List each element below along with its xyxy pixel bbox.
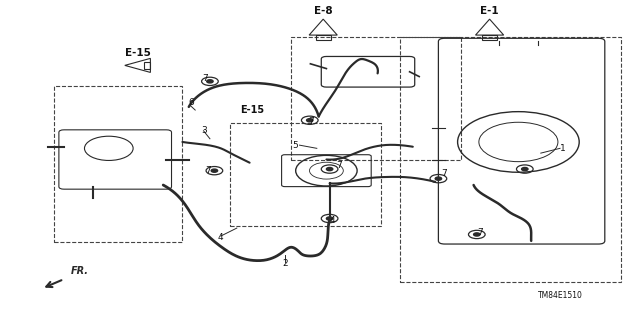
Text: 4: 4 <box>330 216 335 225</box>
Text: FR.: FR. <box>70 266 88 276</box>
Bar <box>54 86 182 242</box>
Bar <box>400 37 621 282</box>
Text: 7: 7 <box>442 169 447 178</box>
Bar <box>482 35 497 40</box>
Text: 2: 2 <box>282 259 287 268</box>
Text: 7: 7 <box>202 74 208 83</box>
Text: TM84E1510: TM84E1510 <box>538 291 582 300</box>
Text: 4: 4 <box>218 233 223 242</box>
Text: 7: 7 <box>336 161 342 170</box>
Text: 7: 7 <box>308 117 314 126</box>
Bar <box>144 62 150 69</box>
Text: 1: 1 <box>560 144 566 153</box>
Circle shape <box>326 217 333 220</box>
Text: 3: 3 <box>202 126 207 135</box>
Circle shape <box>307 119 313 122</box>
Circle shape <box>326 167 333 171</box>
Text: E-15: E-15 <box>240 105 264 115</box>
Circle shape <box>211 169 218 172</box>
Text: E-8: E-8 <box>314 6 333 16</box>
Text: E-15: E-15 <box>125 48 150 58</box>
Bar <box>291 37 461 160</box>
Text: E-1: E-1 <box>480 6 499 16</box>
Text: 7: 7 <box>477 228 483 237</box>
Bar <box>230 123 381 226</box>
Bar <box>316 35 331 40</box>
Text: 7: 7 <box>205 166 211 175</box>
Text: 6: 6 <box>189 98 195 107</box>
Text: 5: 5 <box>292 141 298 150</box>
Circle shape <box>474 233 480 236</box>
Circle shape <box>435 177 442 180</box>
Circle shape <box>522 167 528 171</box>
Circle shape <box>207 80 213 83</box>
